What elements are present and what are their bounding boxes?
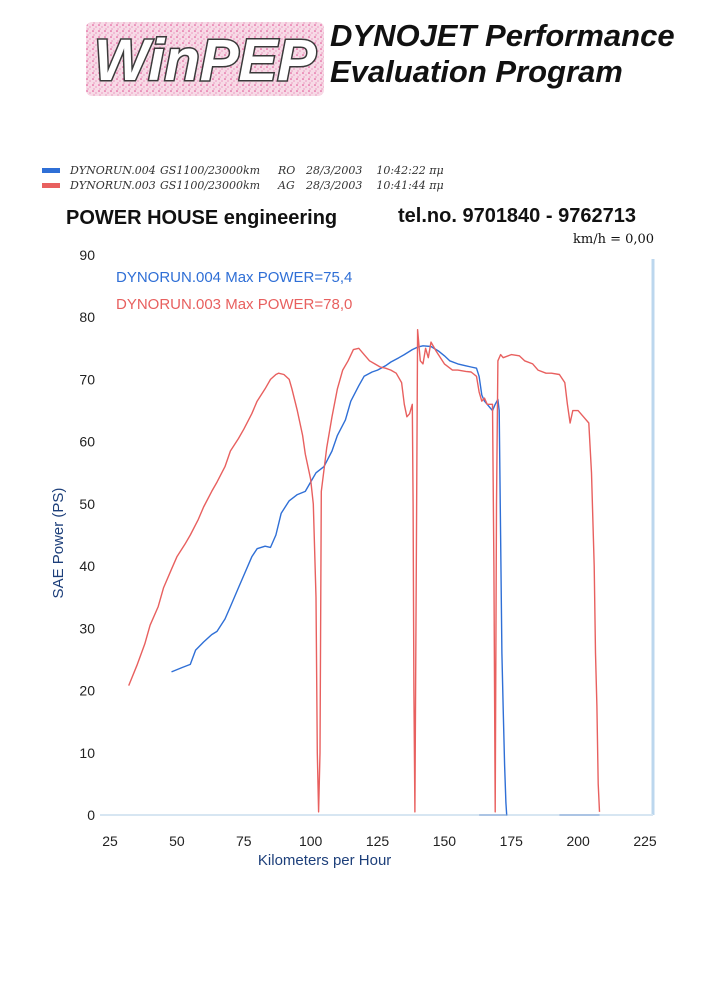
legend-operator: RO: [278, 164, 296, 177]
program-title-line2: Evaluation Program: [330, 54, 623, 89]
x-tick-label: 25: [102, 833, 118, 849]
legend-bike: GS1100/23000km: [160, 164, 261, 177]
series-line-dynorun-003: [128, 329, 601, 813]
x-tick-label: 225: [633, 833, 657, 849]
max-power-annotation: DYNORUN.003 Max POWER=78,0: [116, 296, 352, 313]
x-tick-label: 125: [366, 833, 390, 849]
speed-readout: km/h = 0,00: [573, 232, 655, 247]
y-tick-label: 10: [79, 745, 95, 761]
x-tick-label: 75: [236, 833, 252, 849]
legend-run-name: DYNORUN.004: [70, 164, 156, 177]
y-tick-label: 90: [79, 247, 95, 263]
winpep-logo: WinPEP: [86, 18, 326, 98]
legend-time: 10:42:22 πμ: [376, 164, 444, 177]
x-tick-label: 150: [433, 833, 457, 849]
legend-row: DYNORUN.003 GS1100/23000km AG 28/3/2003 …: [42, 178, 444, 193]
y-tick-label: 70: [79, 371, 95, 387]
legend-date: 28/3/2003: [306, 179, 363, 192]
telephone-numbers: tel.no. 9701840 - 9762713: [398, 205, 636, 227]
x-tick-label: 100: [299, 833, 323, 849]
x-tick-label: 50: [169, 833, 185, 849]
max-power-annotation: DYNORUN.004 Max POWER=75,4: [116, 269, 352, 286]
y-tick-label: 40: [79, 558, 95, 574]
company-name: POWER HOUSE engineering: [66, 207, 338, 229]
legend-swatch: [42, 183, 60, 188]
legend-bike: GS1100/23000km: [160, 179, 261, 192]
y-tick-label: 20: [79, 683, 95, 699]
legend-run-name: DYNORUN.003: [70, 179, 156, 192]
x-tick-label: 175: [500, 833, 524, 849]
y-axis-label: SAE Power (PS): [50, 488, 67, 599]
legend-swatch: [42, 168, 60, 173]
logo-wordmark: WinPEP: [94, 28, 316, 93]
y-tick-label: 50: [79, 496, 95, 512]
legend-date: 28/3/2003: [306, 164, 363, 177]
x-axis-label: Kilometers per Hour: [258, 852, 391, 869]
run-legend: DYNORUN.004 GS1100/23000km RO 28/3/2003 …: [42, 163, 444, 193]
series-line-dynorun-004: [171, 345, 508, 816]
legend-row: DYNORUN.004 GS1100/23000km RO 28/3/2003 …: [42, 163, 444, 178]
x-tick-label: 200: [566, 833, 590, 849]
legend-time: 10:41:44 πμ: [376, 179, 444, 192]
program-title-line1: DYNOJET Performance: [330, 18, 675, 53]
y-tick-label: 30: [79, 620, 95, 636]
program-title: DYNOJET Performance Evaluation Program: [330, 18, 675, 90]
y-tick-label: 0: [87, 807, 95, 823]
y-tick-label: 80: [79, 309, 95, 325]
legend-operator: AG: [278, 179, 295, 192]
y-tick-label: 60: [79, 434, 95, 450]
